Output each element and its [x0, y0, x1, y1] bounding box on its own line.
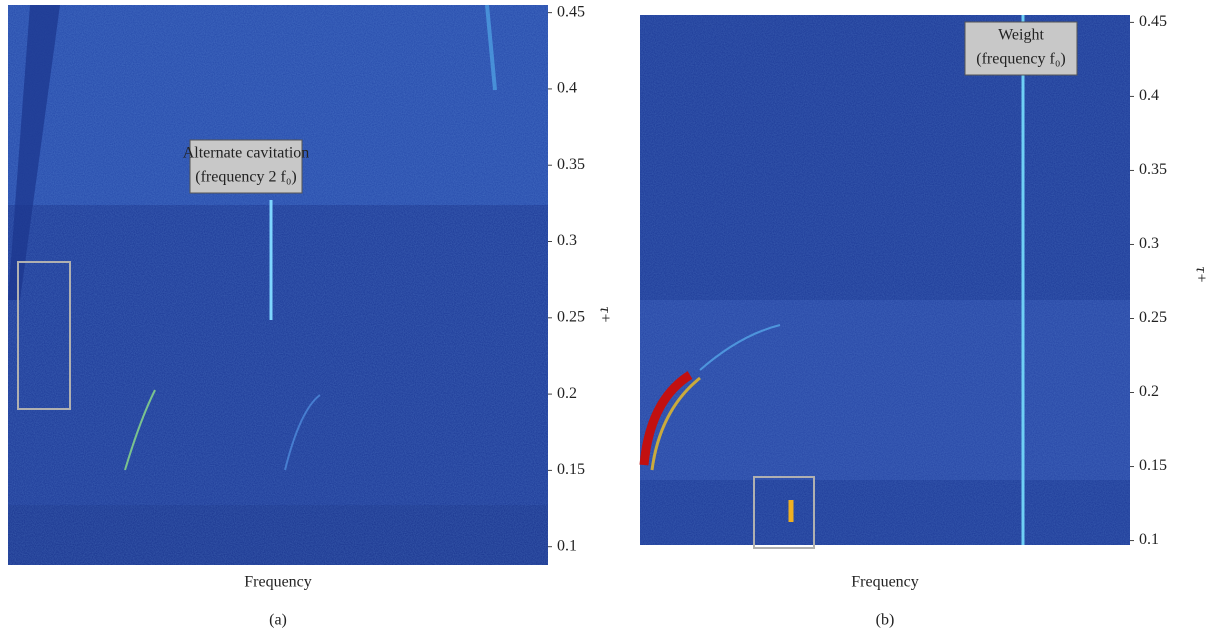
- highlight-box: [17, 261, 71, 410]
- y-tick-label: 0.45: [557, 3, 585, 20]
- annotation-text: (frequency f₀): [976, 51, 1066, 68]
- y-axis-label: τ+: [596, 307, 613, 324]
- y-tick-label: 0.4: [1139, 87, 1159, 104]
- y-tick-label: 0.1: [1139, 531, 1159, 548]
- annotation-text: (frequency 2 f₀): [195, 169, 297, 186]
- y-tick-label: 0.15: [1139, 457, 1167, 474]
- annotation-text: Weight: [998, 27, 1044, 44]
- annotation-box: [189, 139, 303, 194]
- annotation-text: Alternate cavitation: [183, 145, 310, 162]
- y-tick-label: 0.3: [557, 232, 577, 249]
- y-tick-label: 0.4: [557, 80, 577, 97]
- y-tick-label: 0.2: [1139, 383, 1159, 400]
- spectrogram-b: [639, 15, 1130, 545]
- y-tick-label: 0.2: [557, 385, 577, 402]
- spectrogram-a: [8, 4, 548, 565]
- charts: 0.1 0.15 0.2 0.25 0.3 0.35 0.4 0.45 τ+ Frequency (…: [17, 3, 1209, 629]
- y-tick-label: 0.35: [557, 156, 585, 173]
- y-tick-label: 0.35: [1139, 161, 1167, 178]
- y-tick-label: 0.25: [557, 308, 585, 325]
- x-axis-label: Frequency: [244, 574, 312, 591]
- y-tick-label: 0.45: [1139, 13, 1167, 30]
- panel-label: (b): [876, 612, 895, 629]
- annotation-box: [964, 21, 1078, 76]
- y-tick-label: 0.15: [557, 461, 585, 478]
- y-tick-label: 0.25: [1139, 309, 1167, 326]
- y-tick-label: 0.1: [557, 537, 577, 554]
- x-axis-label: Frequency: [851, 574, 919, 591]
- y-axis-label: τ+: [1192, 267, 1209, 284]
- highlight-box: [753, 476, 815, 549]
- y-tick-label: 0.3: [1139, 235, 1159, 252]
- panel-label: (a): [269, 612, 287, 629]
